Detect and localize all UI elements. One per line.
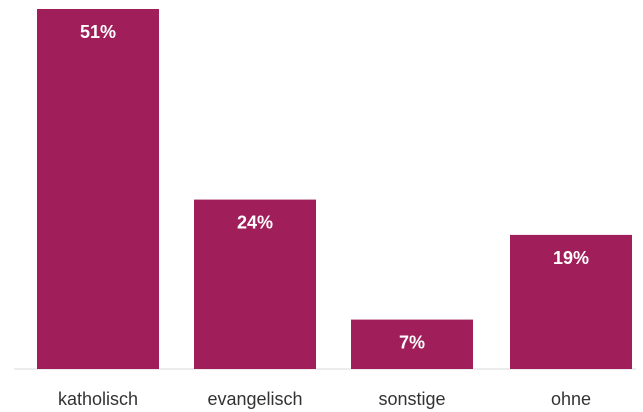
x-tick-label-ohne: ohne xyxy=(551,389,591,409)
x-tick-labels-layer: katholisch evangelisch sonstige ohne xyxy=(58,389,591,409)
data-label-ohne: 19% xyxy=(553,248,589,268)
data-label-sonstige: 7% xyxy=(399,333,425,353)
bars-layer xyxy=(37,9,632,369)
bar-ohne xyxy=(510,234,632,369)
data-labels-layer: 51% 24% 7% 19% xyxy=(80,22,589,353)
data-label-evangelisch: 24% xyxy=(237,213,273,233)
bar-katholisch xyxy=(37,9,159,369)
x-tick-label-katholisch: katholisch xyxy=(58,389,138,409)
bar-evangelisch xyxy=(194,199,316,369)
x-tick-label-evangelisch: evangelisch xyxy=(207,389,302,409)
bar-sonstige xyxy=(351,319,473,369)
x-tick-label-sonstige: sonstige xyxy=(378,389,445,409)
data-label-katholisch: 51% xyxy=(80,22,116,42)
